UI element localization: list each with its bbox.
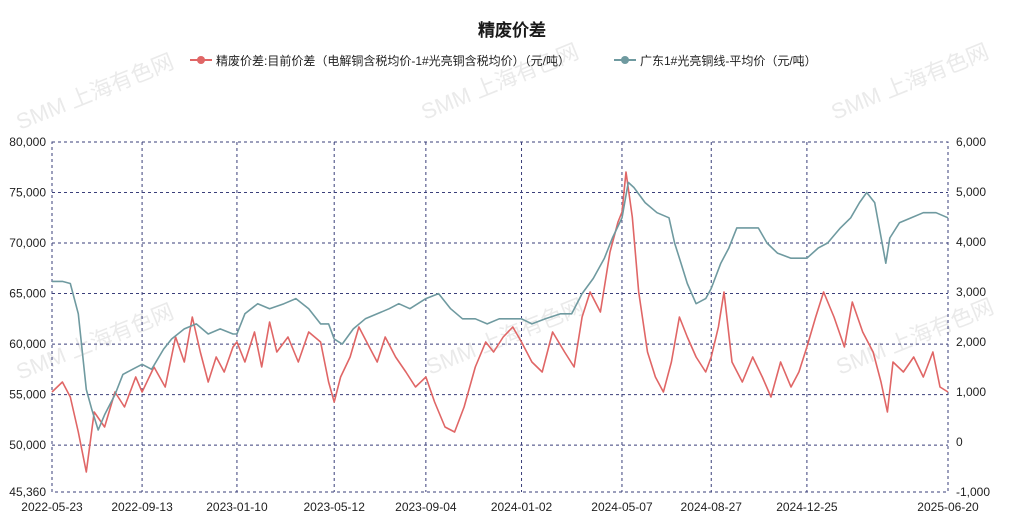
y-left-tick-label: 50,000 (9, 438, 46, 452)
y-right-tick-label: 5,000 (956, 185, 986, 199)
x-tick-label: 2025-06-20 (917, 500, 979, 514)
y-left-tick-label: 55,000 (9, 388, 46, 402)
y-right-tick-label: 0 (956, 435, 963, 449)
y-left-tick-label: 65,000 (9, 287, 46, 301)
legend-label-copper-wire: 广东1#光亮铜线-平均价（元/吨） (640, 53, 817, 68)
x-tick-label: 2024-05-07 (591, 500, 653, 514)
series-layer (51, 171, 949, 473)
x-tick-label: 2023-01-10 (206, 500, 268, 514)
plot-border (51, 141, 949, 493)
x-tick-label: 2024-01-02 (491, 500, 553, 514)
y-right-tick-label: 6,000 (956, 135, 986, 149)
y-right-tick-label: -1,000 (956, 485, 990, 499)
series-line-copper-wire (52, 181, 949, 431)
x-tick-label: 2024-12-25 (776, 500, 838, 514)
watermark: SMM 上海有色网 (828, 39, 993, 125)
series-line-spread (51, 171, 949, 473)
y-left-tick-label: 60,000 (9, 337, 46, 351)
x-tick-label: 2023-09-04 (395, 500, 457, 514)
legend-marker-wire-dot (621, 56, 629, 64)
y-right-tick-label: 1,000 (956, 385, 986, 399)
x-tick-label: 2023-05-12 (303, 500, 365, 514)
chart-title: 精废价差 (478, 20, 546, 40)
watermark: SMM 上海有色网 (418, 39, 583, 125)
watermark: SMM 上海有色网 (13, 49, 178, 135)
legend-marker-spread-dot (197, 56, 205, 64)
x-tick-label: 2024-08-27 (681, 500, 743, 514)
watermark-layer: SMM 上海有色网 SMM 上海有色网 SMM 上海有色网 SMM 上海有色网 … (13, 39, 998, 385)
y-right-tick-label: 2,000 (956, 335, 986, 349)
y-left-tick-label: 75,000 (9, 186, 46, 200)
y-left-tick-label: 70,000 (9, 236, 46, 250)
legend-item-copper-wire[interactable]: 广东1#光亮铜线-平均价（元/吨） (614, 53, 817, 68)
axes: 45,360 50,000 55,000 60,000 65,000 70,000 75,0… (9, 135, 990, 514)
y-left-tick-label: 80,000 (9, 135, 46, 149)
legend-label-spread: 精废价差:目前价差（电解铜含税均价-1#光亮铜含税均价）（元/吨） (216, 53, 570, 68)
y-right-tick-label: 4,000 (956, 235, 986, 249)
y-right-tick-label: 3,000 (956, 285, 986, 299)
watermark: SMM 上海有色网 (423, 294, 588, 380)
grid (51, 141, 949, 493)
x-tick-label: 2022-05-23 (21, 500, 83, 514)
y-left-tick-label: 45,360 (9, 485, 46, 499)
x-tick-label: 2022-09-13 (111, 500, 173, 514)
legend-item-spread[interactable]: 精废价差:目前价差（电解铜含税均价-1#光亮铜含税均价）（元/吨） (190, 53, 570, 68)
legend: 精废价差:目前价差（电解铜含税均价-1#光亮铜含税均价）（元/吨） 广东1#光亮… (190, 53, 817, 68)
